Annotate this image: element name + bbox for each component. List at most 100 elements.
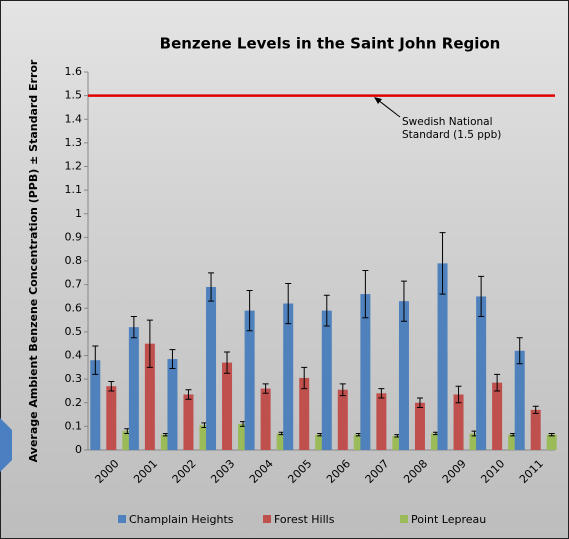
annotation-arrow bbox=[377, 99, 401, 118]
y-tick-label: 0.2 bbox=[65, 396, 83, 409]
error-bar bbox=[146, 319, 153, 368]
bar bbox=[128, 327, 139, 450]
error-bar bbox=[224, 351, 231, 374]
error-bar bbox=[301, 366, 308, 390]
error-bar bbox=[262, 383, 269, 394]
legend-label: Champlain Heights bbox=[129, 513, 234, 526]
x-tick-label: 2000 bbox=[93, 457, 122, 486]
bar bbox=[453, 394, 464, 450]
legend-swatch bbox=[263, 515, 271, 523]
bar bbox=[206, 286, 217, 450]
bar bbox=[90, 360, 101, 450]
error-bar bbox=[455, 385, 462, 404]
x-tick-label: 2004 bbox=[247, 457, 276, 486]
x-tick-label: 2005 bbox=[285, 457, 314, 486]
y-tick-label: 0 bbox=[75, 443, 82, 456]
bar bbox=[469, 433, 480, 450]
bar bbox=[437, 263, 448, 450]
chart-title: Benzene Levels in the Saint John Region bbox=[160, 35, 501, 53]
legend-label: Forest Hills bbox=[274, 513, 335, 526]
error-bar bbox=[548, 432, 555, 437]
x-tick-label: 2011 bbox=[517, 457, 546, 486]
bar bbox=[160, 434, 171, 450]
legend-label: Point Lepreau bbox=[411, 513, 486, 526]
annotation: Swedish National Standard (1.5 ppb) bbox=[402, 116, 502, 141]
y-tick-label: 0.9 bbox=[65, 230, 83, 243]
x-tick-label: 2003 bbox=[208, 457, 237, 486]
error-bar bbox=[400, 280, 407, 322]
y-tick-label: 0.8 bbox=[65, 254, 83, 267]
y-tick-label: 0.3 bbox=[65, 372, 83, 385]
error-bar bbox=[362, 269, 369, 319]
y-tick-label: 1.4 bbox=[65, 112, 83, 125]
bar bbox=[546, 434, 557, 450]
bar bbox=[167, 359, 178, 450]
bar bbox=[530, 409, 541, 450]
bar bbox=[430, 433, 441, 450]
error-bar bbox=[323, 294, 330, 327]
bar bbox=[122, 431, 133, 450]
y-tick-label: 1.6 bbox=[65, 65, 83, 78]
y-tick-label: 0.1 bbox=[65, 419, 83, 432]
y-tick-label: 0.6 bbox=[65, 301, 83, 314]
x-tick-label: 2010 bbox=[478, 457, 507, 486]
y-tick-label: 0.5 bbox=[65, 325, 83, 338]
error-bar bbox=[516, 337, 523, 365]
x-tick-label: 2006 bbox=[324, 457, 353, 486]
x-tick-label: 2001 bbox=[131, 457, 160, 486]
error-bar bbox=[439, 232, 446, 295]
bar bbox=[283, 303, 294, 450]
side-arrow bbox=[0, 418, 12, 472]
error-bar bbox=[208, 272, 215, 302]
bar bbox=[144, 343, 155, 450]
bar bbox=[276, 433, 287, 450]
error-bar bbox=[92, 345, 99, 375]
bar bbox=[222, 362, 233, 450]
error-bar bbox=[108, 380, 115, 392]
bar bbox=[353, 434, 364, 450]
error-bar bbox=[169, 349, 176, 369]
annotation-arrowhead bbox=[374, 97, 382, 104]
error-bar bbox=[185, 389, 192, 400]
bar bbox=[106, 386, 117, 450]
bar bbox=[414, 402, 425, 450]
error-bar bbox=[130, 316, 137, 339]
error-bar bbox=[416, 397, 423, 408]
bar bbox=[514, 350, 525, 450]
bar bbox=[392, 435, 403, 450]
error-bar bbox=[532, 405, 539, 414]
x-tick-label: 2008 bbox=[401, 457, 430, 486]
bar bbox=[321, 310, 332, 450]
bar bbox=[337, 389, 348, 450]
bar bbox=[299, 377, 310, 450]
bar bbox=[508, 434, 519, 450]
y-tick-label: 1.1 bbox=[65, 183, 83, 196]
bar bbox=[360, 294, 371, 450]
y-tick-label: 1.3 bbox=[65, 136, 83, 149]
bar bbox=[492, 382, 503, 450]
y-tick-label: 0.7 bbox=[65, 278, 83, 291]
bar bbox=[183, 394, 194, 450]
error-bar bbox=[339, 383, 346, 397]
y-tick-label: 1.2 bbox=[65, 160, 83, 173]
error-bar bbox=[494, 373, 501, 392]
bar bbox=[315, 434, 326, 450]
bar bbox=[260, 388, 271, 450]
bar bbox=[238, 424, 249, 450]
x-tick-label: 2002 bbox=[170, 457, 199, 486]
y-axis-label: Average Ambient Benzene Concentration (P… bbox=[27, 59, 40, 462]
x-tick-label: 2007 bbox=[363, 457, 392, 486]
y-tick-label: 0.4 bbox=[65, 349, 83, 362]
bar bbox=[244, 310, 255, 450]
error-bar bbox=[246, 290, 253, 332]
bar bbox=[199, 425, 210, 450]
x-tick-label: 2009 bbox=[440, 457, 469, 486]
error-bar bbox=[378, 388, 385, 399]
y-tick-label: 1.5 bbox=[65, 89, 83, 102]
legend-swatch bbox=[118, 515, 126, 523]
y-tick-label: 1 bbox=[75, 207, 82, 220]
bar bbox=[476, 296, 487, 450]
